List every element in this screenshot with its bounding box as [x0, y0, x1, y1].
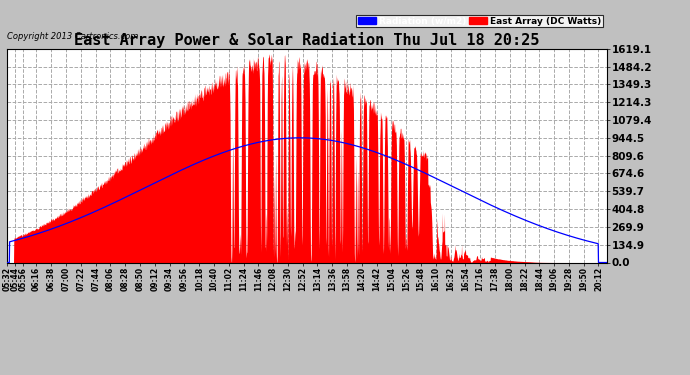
Legend: Radiation (w/m2), East Array (DC Watts): Radiation (w/m2), East Array (DC Watts)	[356, 15, 602, 27]
Title: East Array Power & Solar Radiation Thu Jul 18 20:25: East Array Power & Solar Radiation Thu J…	[75, 32, 540, 48]
Text: Copyright 2013 Cartronics.com: Copyright 2013 Cartronics.com	[7, 32, 138, 41]
